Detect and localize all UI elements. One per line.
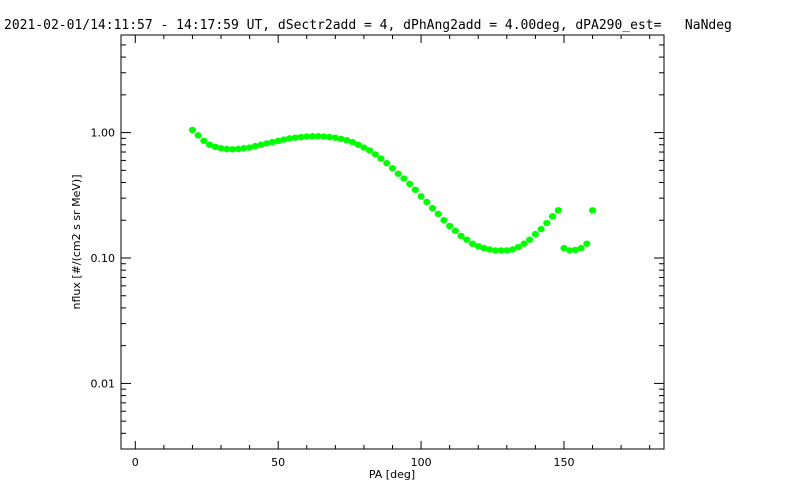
data-point (371, 151, 379, 158)
data-point (217, 145, 225, 152)
data-point (257, 141, 265, 148)
data-point (411, 186, 419, 193)
data-point (343, 136, 351, 144)
data-point (400, 175, 408, 182)
x-axis-label: PA [deg] (369, 468, 415, 481)
data-point (205, 141, 214, 148)
data-point (274, 137, 282, 145)
data-point (303, 133, 311, 140)
data-point (406, 180, 414, 188)
y-tick-label: 0.01 (91, 377, 116, 390)
data-point (463, 236, 471, 243)
data-point (583, 240, 591, 247)
data-point (468, 240, 477, 247)
data-point (491, 247, 499, 254)
data-point (251, 142, 259, 150)
data-points (188, 126, 597, 254)
data-point (314, 133, 322, 140)
data-point (474, 243, 482, 250)
x-axis-ticks: 0 50 100 150 (132, 35, 651, 469)
data-point (234, 145, 242, 153)
data-point (451, 227, 459, 234)
data-point (486, 246, 494, 253)
x-tick-label: 100 (411, 456, 432, 469)
data-point (503, 247, 511, 254)
data-point (320, 133, 328, 140)
data-point (348, 138, 357, 146)
data-point (548, 213, 557, 220)
data-point (240, 145, 248, 152)
data-point (297, 133, 305, 141)
data-point (554, 207, 562, 214)
data-point (497, 247, 505, 254)
data-point (331, 134, 339, 141)
data-point (428, 204, 437, 212)
data-point (588, 207, 597, 214)
data-point (291, 134, 299, 141)
data-point (531, 230, 539, 238)
data-point (434, 210, 442, 218)
data-point (286, 135, 294, 142)
data-point (480, 244, 488, 252)
data-point (268, 138, 277, 146)
plot-frame (120, 34, 665, 450)
y-axis-ticks: 0.01 0.10 1.00 (91, 34, 664, 450)
data-point (200, 137, 208, 145)
data-point (223, 145, 231, 153)
chart-title: 2021-02-01/14:11:57 - 14:17:59 UT, dSect… (4, 18, 732, 33)
data-point (423, 198, 431, 206)
data-point (383, 160, 391, 167)
y-tick-label: 0.10 (91, 252, 116, 265)
x-tick-label: 150 (553, 456, 574, 469)
data-point (366, 147, 374, 154)
data-point (514, 243, 522, 251)
y-tick-label: 1.00 (91, 127, 116, 140)
data-point (520, 240, 528, 247)
data-point (394, 170, 402, 177)
data-point (566, 247, 574, 254)
data-point (417, 193, 425, 200)
data-point (354, 141, 362, 148)
data-point (577, 244, 585, 252)
data-point (188, 126, 197, 134)
y-axis-label: nflux [#/(cm2 s sr MeV)] (70, 175, 83, 310)
data-point (326, 133, 334, 141)
data-point (508, 246, 517, 253)
data-point (280, 136, 288, 143)
data-point (571, 246, 580, 254)
x-tick-label: 50 (271, 456, 285, 469)
data-point (526, 236, 534, 243)
data-point (457, 232, 465, 240)
data-point (377, 155, 385, 162)
data-point (446, 222, 454, 230)
data-point (388, 165, 397, 172)
data-point (228, 146, 237, 153)
data-point (543, 219, 551, 227)
data-point (440, 217, 448, 224)
data-point (360, 144, 368, 151)
data-point (308, 133, 317, 140)
data-point (194, 132, 202, 139)
data-point (337, 135, 345, 143)
data-point (263, 140, 271, 147)
data-point (537, 225, 545, 233)
x-tick-label: 0 (132, 456, 139, 469)
data-point (211, 143, 219, 151)
data-point (560, 244, 568, 252)
data-point (246, 144, 254, 151)
